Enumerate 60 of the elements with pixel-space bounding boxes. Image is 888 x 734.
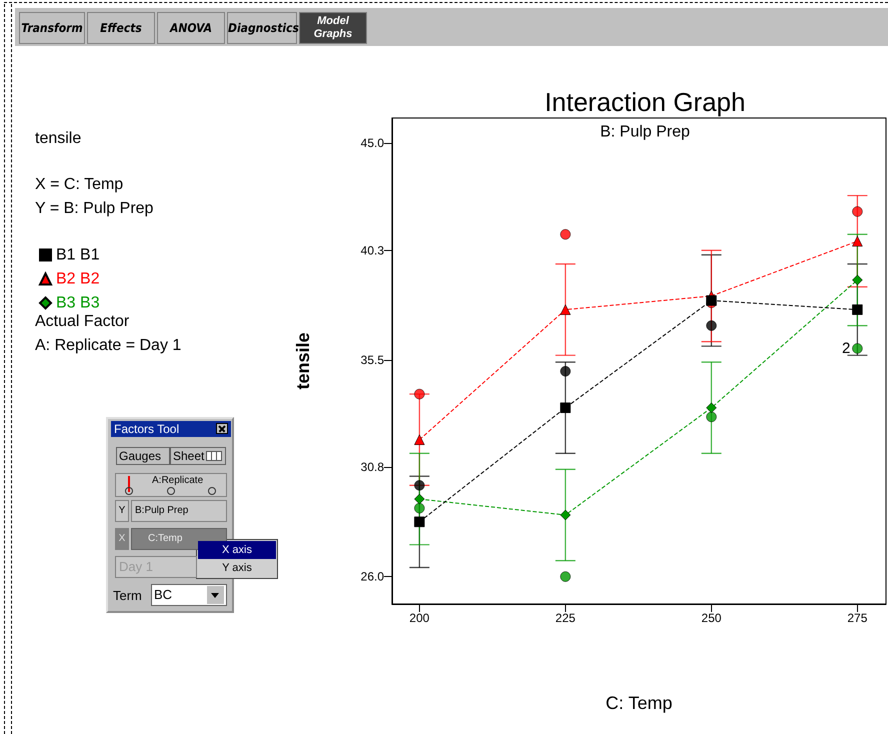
text: tensile [35,130,82,148]
point [414,502,425,514]
text: X = C: Temp [35,176,124,194]
text: BC [151,584,227,606]
text: Actual Factor [35,313,130,331]
y-tick-label: 26.0 [360,570,384,584]
legend-label: B2 B2 [56,270,100,288]
chart-subtitle: B: Pulp Prep [600,124,690,140]
text: Model Graphs [299,12,367,44]
text: Transform [19,12,85,44]
point [414,516,425,528]
point [852,236,863,246]
x-tick-label: 200 [409,611,430,625]
point [852,206,863,217]
annotation: 2 [842,340,850,357]
text: Term [113,587,143,605]
point [560,366,571,377]
text: ANOVA [157,12,225,44]
text: Sheet [170,447,226,465]
text: X axis [198,541,276,559]
point [706,295,717,306]
y-tick-label: 45.0 [360,136,384,150]
point [560,571,571,582]
point [414,480,425,491]
point [706,320,717,331]
point [414,388,425,400]
text: Y [115,500,129,522]
text: B:Pulp Prep [131,500,227,522]
x-axis-title: C: Temp [606,693,672,713]
x-tick-label: 275 [847,611,868,625]
point [852,304,863,315]
legend-label: B3 B3 [56,294,100,312]
point [852,274,863,286]
text: Diagnostics [227,12,299,44]
text: Y = B: Pulp Prep [35,200,154,218]
point [560,304,571,315]
y-tick-label: 30.8 [360,460,384,474]
text: X [115,528,129,550]
point [414,434,425,445]
legend-label: B1 B1 [56,246,100,264]
y-tick-label: 40.3 [360,243,384,258]
chart-title: Interaction Graph [544,87,746,117]
point [852,343,863,354]
point [706,412,717,422]
text: Gauges [116,447,170,465]
x-tick-label: 250 [701,611,722,625]
point [560,402,571,414]
text: Factors Tool [111,421,231,437]
text: A: Replicate = Day 1 [35,337,182,355]
x-tick-label: 225 [555,611,576,625]
y-tick-label: 35.5 [360,352,384,367]
text: Effects [87,12,155,44]
text: Y axis [198,559,276,577]
point [706,402,717,414]
y-axis-title: tensile [293,332,313,390]
point [560,229,571,240]
text: A:Replicate [115,473,227,497]
point [414,494,425,504]
text: C:Temp [148,533,182,544]
point [560,510,571,520]
